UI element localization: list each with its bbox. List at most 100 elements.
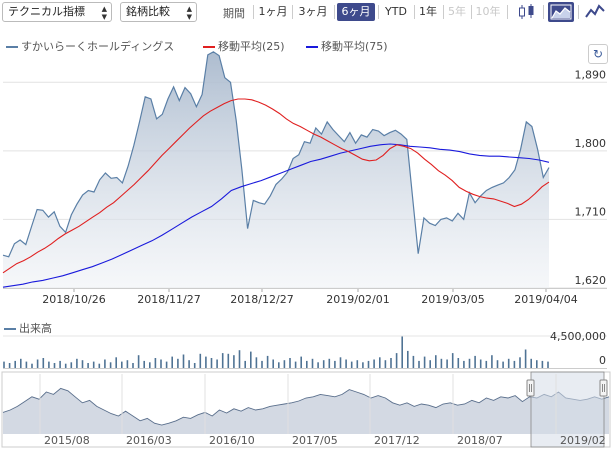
price-chart: 1,890 1,800 1,710 1,620 2018/10/26 2018/11/2…	[2, 51, 607, 306]
volume-bar	[513, 360, 516, 368]
volume-bar	[384, 360, 387, 368]
volume-bar	[92, 361, 95, 368]
volume-bar	[149, 362, 151, 368]
period-3m-button[interactable]: 3ヶ月	[298, 5, 328, 18]
volume-bar	[154, 358, 157, 368]
volume-bar	[519, 357, 521, 368]
volume-bar	[435, 355, 437, 368]
stock-compare-select[interactable]: 銘柄比較 ▲ ▼	[120, 2, 197, 22]
volume-bar	[126, 360, 129, 368]
legend-ma75[interactable]: 移動平均(75)	[306, 38, 388, 54]
volume-bar	[36, 359, 39, 368]
navigator-left-handle[interactable]	[526, 379, 535, 397]
volume-y-tick-label: 0	[599, 354, 606, 367]
volume-bar	[132, 363, 134, 368]
volume-bar	[373, 359, 375, 368]
legend-price[interactable]: すかいらーくホールディングス	[6, 38, 174, 54]
period-1m-button[interactable]: 1ヶ月	[258, 5, 288, 18]
period-ytd-button[interactable]: YTD	[385, 5, 407, 18]
divider	[507, 5, 508, 19]
volume-bar	[266, 355, 269, 368]
line-chart-icon[interactable]	[584, 2, 606, 22]
navigator-area-fill	[3, 388, 609, 434]
volume-bar	[451, 353, 454, 368]
candlestick-icon[interactable]	[516, 2, 538, 22]
volume-bar	[541, 360, 544, 368]
select-arrows-icon: ▲ ▼	[186, 5, 192, 21]
volume-bar	[328, 358, 331, 368]
price-x-tick-label: 2019/03/05	[421, 293, 484, 306]
volume-bar	[199, 353, 202, 368]
navigator-right-handle[interactable]	[599, 379, 608, 397]
volume-bar	[210, 358, 213, 368]
navigator-selected-range[interactable]	[530, 371, 605, 448]
volume-bar	[479, 359, 482, 368]
volume-bar	[485, 360, 488, 368]
volume-bar	[418, 360, 420, 368]
period-1y-button[interactable]: 1年	[419, 5, 437, 18]
chart-toolbar: テクニカル指標 ▲ ▼ 銘柄比較 ▲ ▼ 期間 1ヶ月 3ヶ月 6ヶ月 YTD 1年…	[0, 0, 612, 26]
price-y-tick-label: 1,800	[575, 137, 607, 150]
technical-indicator-select[interactable]: テクニカル指標 ▲ ▼	[2, 2, 112, 22]
volume-bar	[524, 349, 527, 368]
navigator-line	[2, 387, 610, 426]
legend-ma25-label: 移動平均(25)	[218, 40, 285, 53]
volume-bar	[474, 355, 476, 368]
volume-bar	[334, 360, 336, 368]
technical-indicator-select-label: テクニカル指標	[8, 5, 85, 18]
area-chart-icon[interactable]	[548, 2, 574, 22]
volume-bar	[188, 360, 190, 368]
divider	[414, 5, 415, 19]
volume-bar	[8, 363, 11, 368]
volume-bar	[491, 355, 493, 368]
divider	[578, 5, 579, 19]
volume-bar	[25, 361, 28, 368]
ma75-polyline	[2, 143, 550, 288]
divider	[471, 5, 472, 19]
legend-ma75-swatch	[306, 46, 318, 48]
volume-bar	[143, 360, 145, 368]
divider	[378, 5, 379, 19]
volume-bar	[407, 350, 409, 368]
volume-swatch	[4, 328, 16, 330]
volume-bar	[496, 360, 499, 368]
navigator-area	[2, 387, 610, 434]
volume-bar	[423, 356, 426, 368]
navigator-x-tick-label: 2017/12	[374, 434, 420, 447]
volume-bar	[367, 360, 370, 368]
volume-bar	[317, 362, 319, 368]
volume-bar	[227, 353, 230, 368]
legend-ma25[interactable]: 移動平均(25)	[203, 38, 285, 54]
legend-ma25-swatch	[203, 46, 215, 48]
volume-y-tick-label: 4,500,000	[550, 330, 606, 343]
volume-bar	[502, 361, 504, 368]
price-x-tick-label: 2019/02/01	[326, 293, 389, 306]
volume-bar	[70, 362, 73, 368]
volume-bar	[48, 361, 50, 368]
volume-bar	[221, 353, 224, 368]
divider	[443, 5, 444, 19]
navigator-x-tick-label: 2018/07	[457, 434, 503, 447]
legend-price-swatch	[6, 46, 18, 48]
volume-bar	[233, 355, 235, 368]
price-x-tick-label: 2018/11/27	[137, 293, 200, 306]
reset-zoom-button[interactable]: ↻	[588, 44, 608, 64]
volume-bar	[395, 353, 398, 368]
volume-bar	[507, 358, 510, 368]
volume-bar	[250, 351, 252, 368]
price-line	[2, 51, 550, 258]
volume-bar	[289, 358, 291, 368]
volume-bar	[536, 360, 538, 368]
volume-bar	[115, 357, 117, 368]
navigator-chart[interactable]: 2015/08 2016/03 2016/10 2017/05 2017/12 2018/…	[0, 370, 612, 450]
volume-bar	[244, 360, 246, 368]
price-y-tick-label: 1,890	[575, 68, 607, 81]
divider	[334, 5, 335, 19]
period-6m-button[interactable]: 6ヶ月	[337, 3, 375, 21]
volume-bar	[401, 336, 403, 368]
price-y-axis: 1,890 1,800 1,710 1,620	[575, 68, 607, 287]
volume-bars	[3, 336, 549, 368]
volume-bar	[193, 363, 196, 368]
volume-bar	[76, 358, 78, 368]
volume-bar	[283, 360, 286, 368]
